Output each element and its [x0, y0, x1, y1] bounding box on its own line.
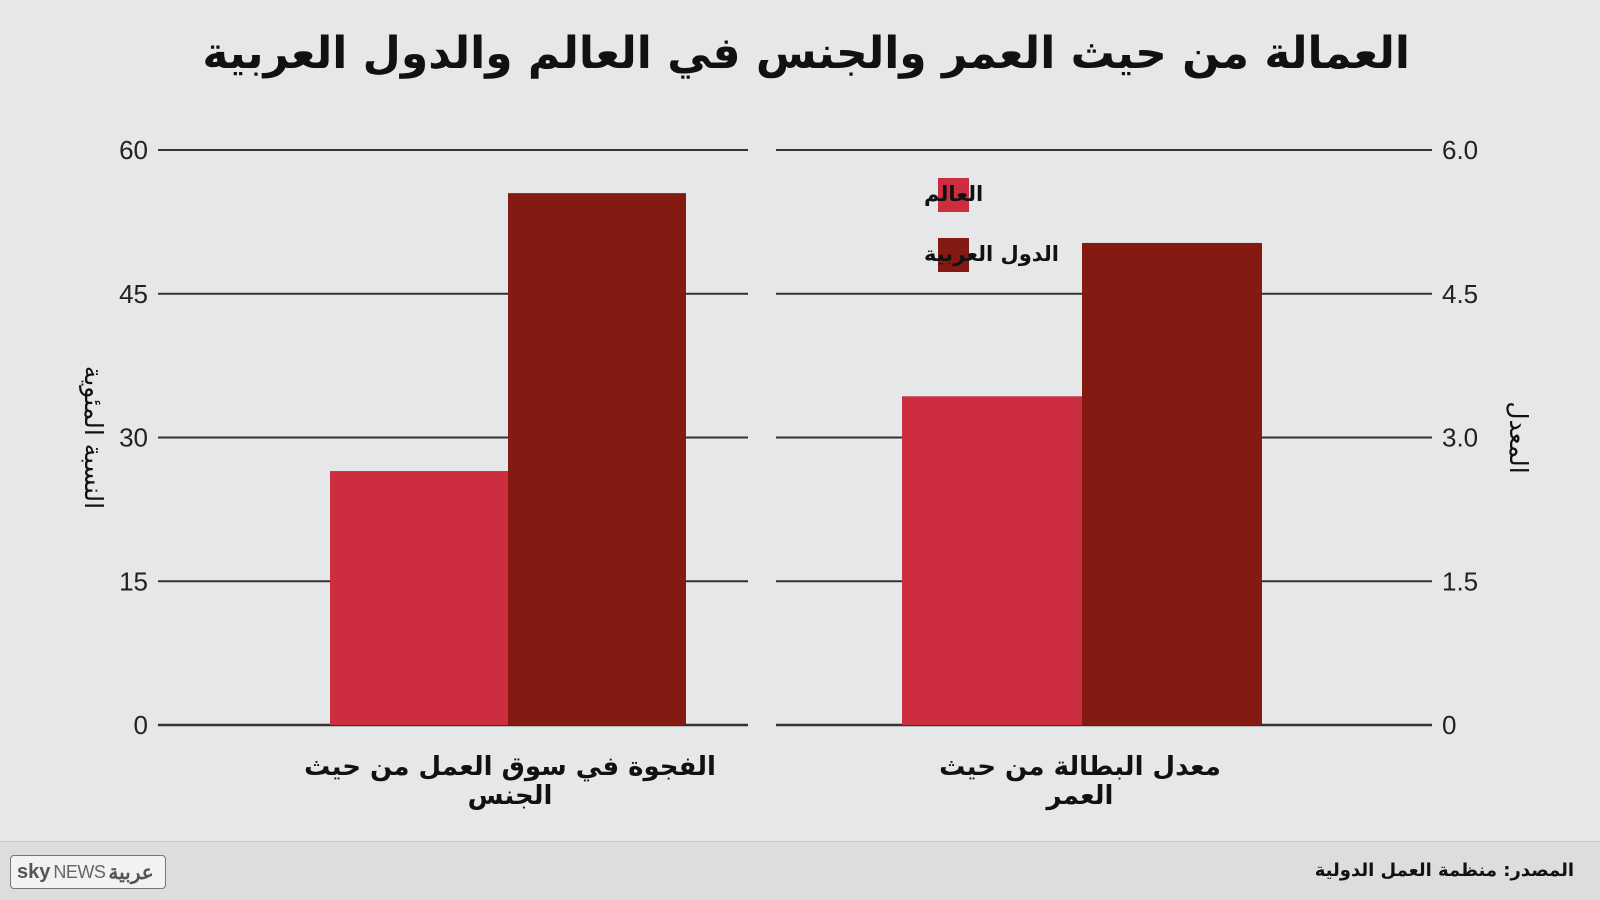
gender-gap-y-axis-label: النسبة المئوية [79, 366, 108, 509]
gender-gap-bar-arab [508, 193, 686, 725]
gender-gap-y-tick: 0 [134, 710, 148, 740]
footer-bar: sky NEWS عربية المصدر: منظمة العمل الدول… [0, 841, 1600, 900]
logo-news: NEWS [53, 861, 106, 882]
unemployment-bar-arab [1082, 242, 1262, 726]
unemployment-y-tick: 6.0 [1442, 135, 1478, 165]
logo-sky: sky [17, 860, 51, 883]
gender-gap-y-tick: 60 [119, 135, 148, 165]
sky-news-arabia-logo: sky NEWS عربية [10, 855, 166, 889]
legend-label-world: العالم [924, 182, 983, 206]
gender-gap-bar-world [330, 471, 508, 725]
gender-gap-y-tick: 30 [119, 423, 148, 453]
unemployment-y-tick: 0 [1442, 710, 1456, 740]
unemployment-category-label: العمر [1045, 781, 1114, 811]
gender-gap-y-tick: 15 [119, 566, 148, 596]
gender-gap-y-tick: 45 [119, 279, 148, 309]
logo-arabic: عربية [108, 861, 154, 884]
legend-swatch-arab [938, 238, 969, 272]
source-note: المصدر: منظمة العمل الدولية [1314, 860, 1574, 881]
unemployment-bar-world [902, 396, 1082, 725]
unemployment-y-tick: 3.0 [1442, 423, 1478, 453]
gender-gap-category-label: الفجوة في سوق العمل من حيث [304, 752, 716, 782]
unemployment-category-label: معدل البطالة من حيث [939, 752, 1221, 782]
unemployment-y-tick: 1.5 [1442, 566, 1478, 596]
gender-gap-category-label: الجنس [468, 781, 553, 811]
legend-label-arab: الدول العربية [924, 242, 1059, 266]
chart-title: العمالة من حيث العمر والجنس في العالم وا… [202, 28, 1410, 79]
unemployment-y-tick: 4.5 [1442, 279, 1478, 309]
legend-swatch-world [938, 178, 969, 212]
unemployment-y-axis-label: المعدل [1504, 401, 1533, 473]
